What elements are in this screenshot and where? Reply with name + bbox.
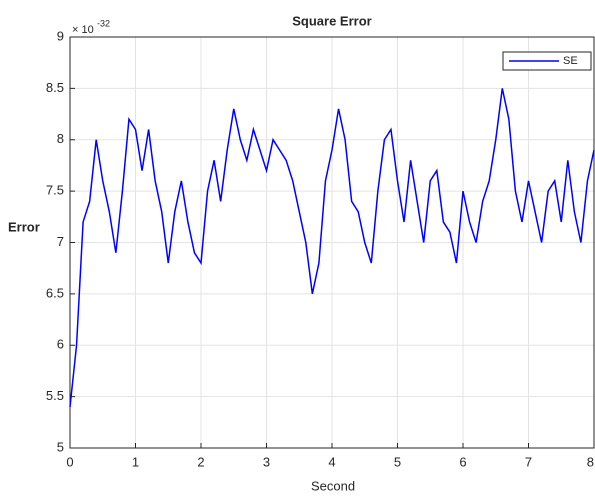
y-tick-label: 6.5 xyxy=(46,285,64,300)
y-tick-label: 9 xyxy=(57,28,64,43)
x-tick-label: 5 xyxy=(394,454,401,469)
y-tick-label: 7 xyxy=(57,234,64,249)
chart-title: Square Error xyxy=(292,13,371,28)
axes-box xyxy=(69,36,595,449)
y-tick-label: 5 xyxy=(57,439,64,454)
x-tick-label: 4 xyxy=(328,454,335,469)
x-tick-label: 8 xyxy=(587,454,594,469)
y-tick-label: 8.5 xyxy=(46,80,64,95)
x-tick-label: 7 xyxy=(525,454,532,469)
exponent-base: × 10 xyxy=(72,24,94,36)
line xyxy=(69,88,595,407)
x-tick-label: 0 xyxy=(66,454,73,469)
y-tick-label: 6 xyxy=(57,337,64,352)
x-tick-label: 2 xyxy=(197,454,204,469)
y-tick-label: 5.5 xyxy=(46,388,64,403)
y-axis-label: Error xyxy=(8,219,40,234)
exponent: -32 xyxy=(97,18,110,28)
y-tick-label: 7.5 xyxy=(46,183,64,198)
y-tick-label: 8 xyxy=(57,131,64,146)
x-axis-label: Second xyxy=(311,478,355,493)
x-tick-label: 1 xyxy=(132,454,139,469)
x-tick-label: 3 xyxy=(263,454,270,469)
x-tick-label: 6 xyxy=(459,454,466,469)
legend-label: SE xyxy=(563,55,578,67)
